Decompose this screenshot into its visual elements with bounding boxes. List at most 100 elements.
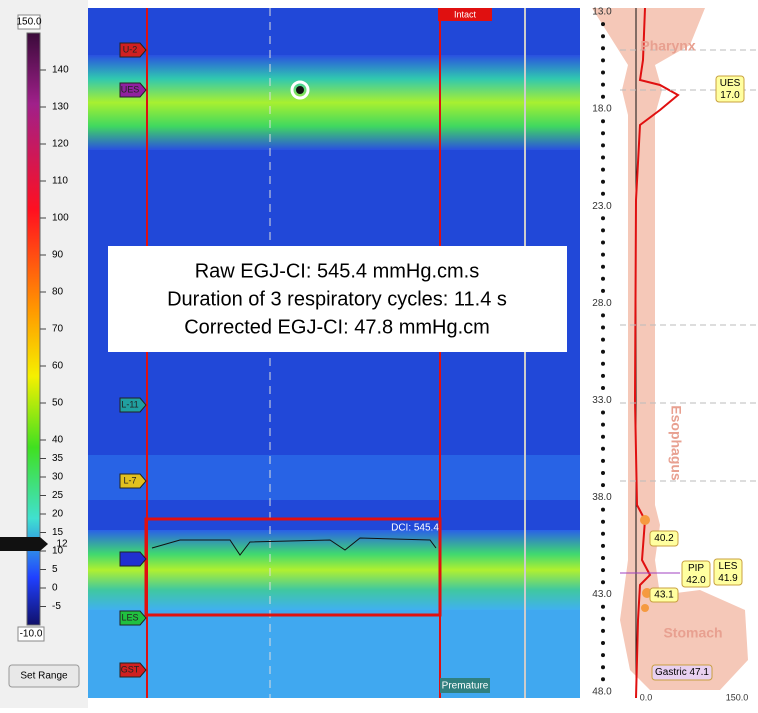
anatomy	[592, 8, 748, 690]
sensor-tag	[119, 397, 147, 413]
scale-panel	[0, 0, 88, 708]
sensor-dot	[601, 556, 605, 560]
scale-min: -10.0	[20, 629, 43, 640]
set-range-label[interactable]: Set Range	[20, 671, 68, 682]
scale-max: 150.0	[16, 17, 41, 28]
scale-tick-label: 25	[52, 490, 64, 501]
sensor-dot	[601, 604, 605, 609]
depth-label: 23.0	[592, 201, 612, 212]
sensor-dot	[601, 519, 605, 524]
ues-band	[88, 55, 580, 150]
scale-tick-label: 130	[52, 102, 69, 113]
sensor-dot	[601, 471, 605, 475]
sensor-dot	[601, 616, 605, 621]
sensor-dot	[601, 434, 605, 439]
scale-tick-label: -5	[52, 601, 61, 612]
sensor-dot	[601, 349, 605, 354]
sensor-dot	[601, 410, 605, 415]
scale-tick-label: 50	[52, 398, 64, 409]
marker-box	[649, 530, 679, 547]
sensor-dot	[601, 543, 605, 548]
gastric-band	[88, 610, 580, 698]
intact-box	[438, 8, 492, 21]
overlay-box	[108, 246, 567, 352]
marker-label: UES 17.0	[720, 78, 741, 101]
sensor-dot	[601, 458, 605, 463]
sensor-dot	[601, 531, 605, 536]
sensor-tag	[119, 42, 147, 58]
cursor	[296, 86, 304, 94]
sensor-label: L-11	[121, 399, 138, 409]
scale-tick-label: 140	[52, 65, 69, 76]
sensor-dot	[601, 240, 605, 245]
sensor-dot	[601, 155, 605, 160]
overlay-line: Corrected EGJ-CI: 47.8 mmHg.cm	[184, 316, 490, 338]
isobar-contour	[151, 537, 437, 556]
pressure-profile	[633, 7, 680, 699]
scale-tick-label: 70	[52, 324, 64, 335]
marker-label: LES 41.9	[718, 561, 738, 584]
sensor-tag	[119, 610, 147, 626]
sensor-dot	[601, 46, 605, 51]
sensor-tag	[119, 82, 147, 98]
sensor-dot	[601, 82, 605, 87]
sensor-label: GST	[121, 664, 140, 674]
sensor-dot	[601, 288, 605, 293]
sensor-dot	[601, 179, 605, 184]
sensor-dot	[601, 264, 605, 269]
x-axis-label: 0.0	[640, 692, 653, 702]
marker-label: 40.2	[654, 533, 674, 544]
sensor-dot	[601, 641, 605, 645]
mid-band	[88, 455, 580, 500]
set-range-button[interactable]	[8, 664, 80, 688]
les-band	[88, 530, 580, 610]
sensor-dot	[601, 131, 605, 136]
x-axis-label: 150.0	[726, 692, 749, 702]
current-value: 12	[56, 539, 68, 550]
sensor-dot	[601, 143, 605, 148]
sensor-dot	[601, 483, 605, 488]
depth-label: 28.0	[592, 298, 612, 309]
marker-label: 43.1	[654, 590, 674, 601]
sensor-dot	[601, 386, 605, 390]
sensor-dot	[601, 373, 605, 378]
premature-box	[440, 678, 490, 693]
min-box	[17, 626, 45, 642]
scale-tick-label: 80	[52, 287, 64, 298]
sensor-dot	[601, 325, 605, 330]
sensor-dot	[601, 361, 605, 366]
sensor-tag	[119, 473, 147, 489]
sensor-dot	[601, 70, 605, 75]
scale-tick-label: 15	[52, 527, 64, 538]
marker-box	[681, 560, 711, 588]
sensor-dot	[601, 653, 605, 658]
scale-tick-label: 40	[52, 435, 64, 446]
max-box	[17, 14, 41, 30]
depth-label: 43.0	[592, 589, 612, 600]
sensor-dot	[601, 580, 605, 585]
color-bar	[26, 32, 41, 626]
sensor-label: L-7	[123, 475, 136, 485]
region-label: Pharynx	[640, 38, 695, 54]
marker-box	[713, 558, 743, 586]
sensor-dot	[601, 422, 605, 427]
dci-box	[144, 517, 442, 617]
depth-label: 38.0	[592, 492, 612, 503]
sensor-dot	[601, 58, 605, 63]
sensor-dot	[601, 337, 605, 342]
sensor-dot	[601, 34, 605, 39]
sensor-dot	[601, 216, 605, 221]
sensor-dot	[601, 665, 605, 670]
depth-label: 13.0	[592, 7, 612, 18]
dci-label: DCI: 545.4	[391, 523, 439, 534]
current-marker	[0, 537, 48, 551]
marker-box	[649, 587, 679, 603]
region-label: Stomach	[663, 625, 722, 641]
sensor-dot	[601, 119, 605, 124]
marker-label: PIP 42.0	[686, 563, 706, 586]
point	[641, 604, 649, 612]
intact-label: Intact	[454, 9, 477, 19]
cursor	[290, 80, 310, 100]
depth-label: 33.0	[592, 395, 612, 406]
